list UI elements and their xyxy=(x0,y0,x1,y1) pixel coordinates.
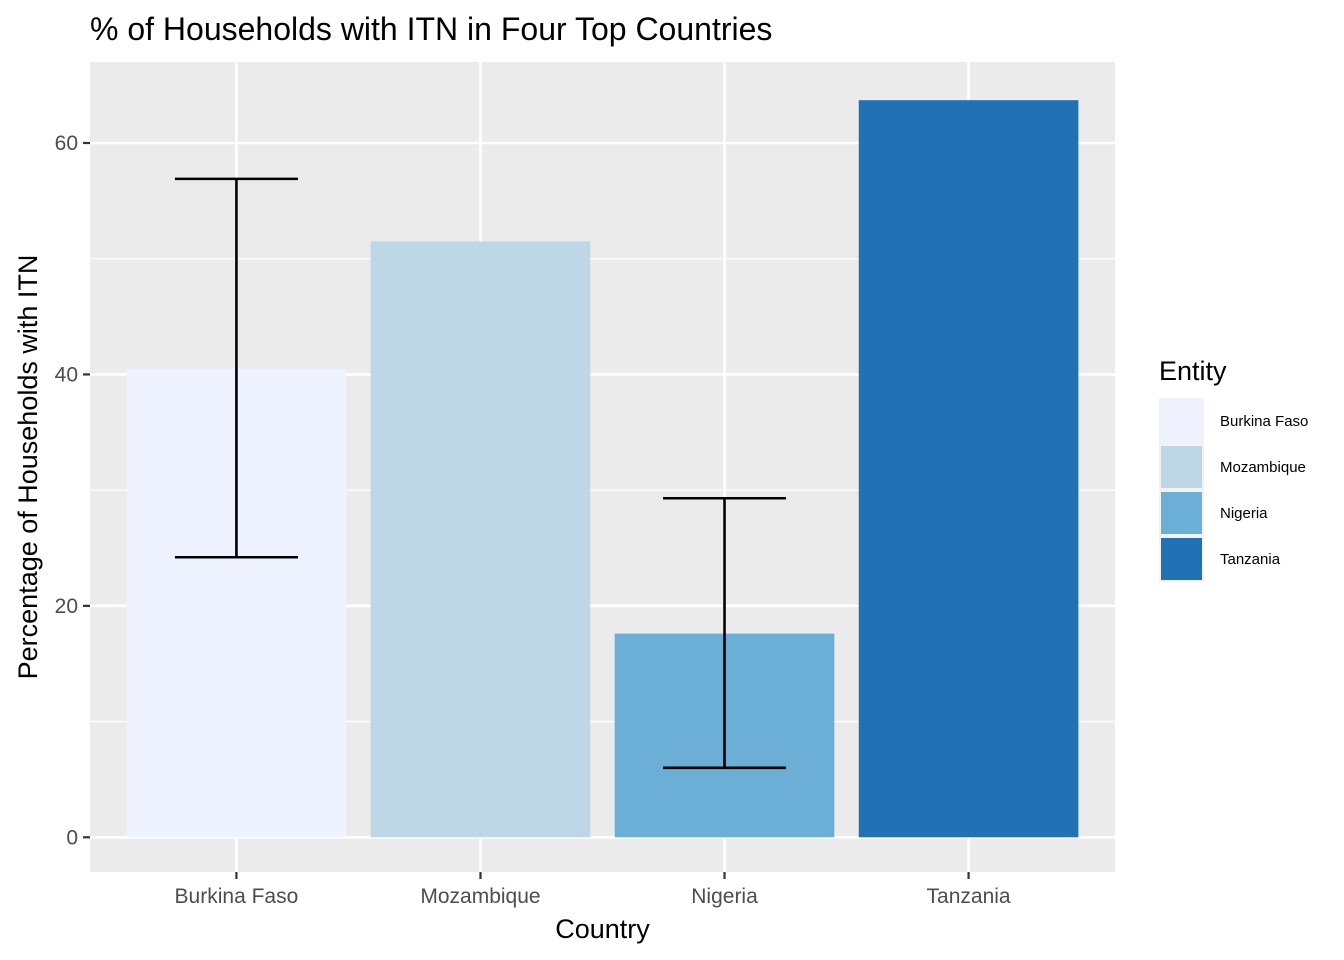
bars xyxy=(126,100,1079,838)
y-tick-label: 0 xyxy=(66,826,78,849)
y-tick-label: 20 xyxy=(55,595,78,618)
x-axis-title: Country xyxy=(555,914,650,944)
legend-swatch xyxy=(1161,538,1202,580)
y-tick-label: 40 xyxy=(55,363,78,386)
legend-title: Entity xyxy=(1159,356,1227,386)
legend-label: Tanzania xyxy=(1220,551,1281,568)
bar xyxy=(370,241,591,838)
y-tick-label: 60 xyxy=(55,132,78,155)
legend-swatch xyxy=(1161,446,1202,488)
chart-title: % of Households with ITN in Four Top Cou… xyxy=(90,11,772,47)
legend-swatch xyxy=(1161,492,1202,534)
x-tick-label: Tanzania xyxy=(927,885,1011,908)
legend-swatch xyxy=(1161,400,1202,442)
x-tick-label: Nigeria xyxy=(691,885,758,908)
y-axis-title: Percentage of Households with ITN xyxy=(13,255,43,680)
x-axis: Burkina Faso Mozambique Nigeria Tanzania xyxy=(175,872,1011,908)
legend-label: Burkina Faso xyxy=(1220,413,1308,430)
legend-label: Nigeria xyxy=(1220,505,1268,522)
y-axis: 0 20 40 60 xyxy=(55,132,90,849)
error-bars xyxy=(174,177,787,770)
x-tick-label: Burkina Faso xyxy=(175,885,299,908)
bar xyxy=(858,100,1079,838)
legend-items: Burkina Faso Mozambique Nigeria Tanzania xyxy=(1159,398,1308,582)
legend: Entity Burkina Faso Mozambique Nigeria Tanz… xyxy=(1159,356,1308,582)
x-tick-label: Mozambique xyxy=(420,885,540,908)
legend-label: Mozambique xyxy=(1220,459,1306,476)
